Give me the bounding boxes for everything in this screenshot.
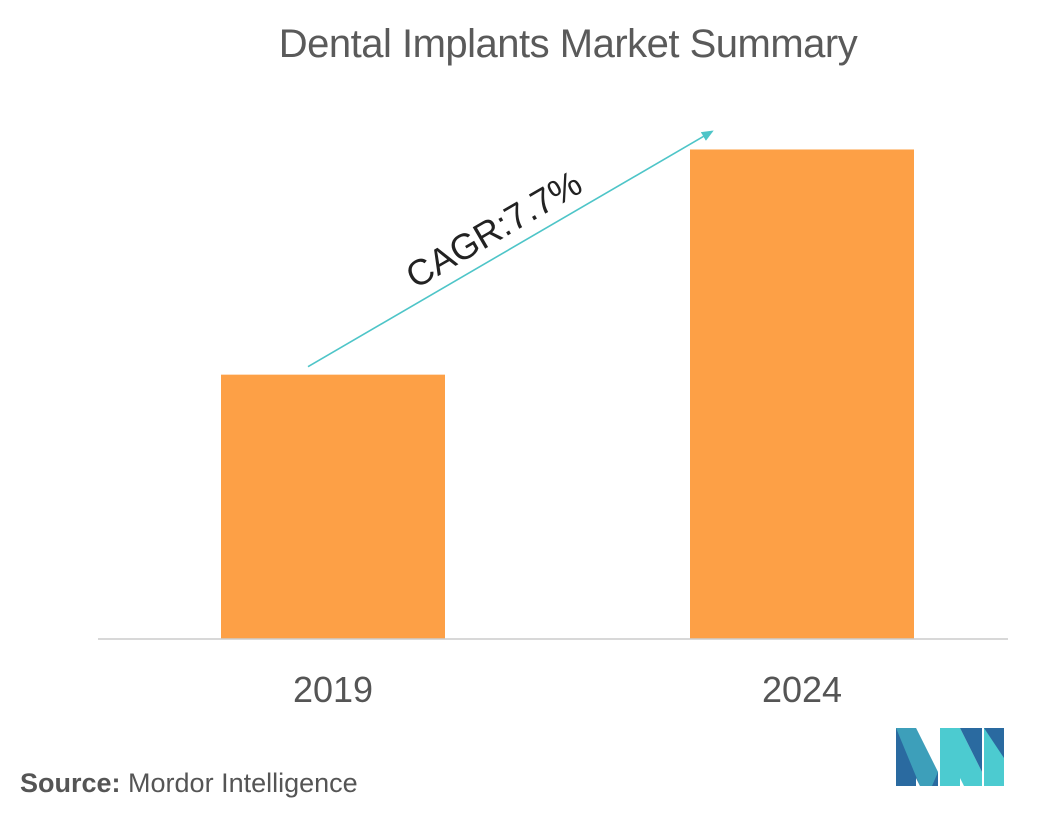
cagr-arrow xyxy=(307,130,714,368)
chart-title: Dental Implants Market Summary xyxy=(278,22,858,66)
source-line: Source: Mordor Intelligence xyxy=(20,768,358,799)
source-label: Source: xyxy=(20,768,121,798)
bar-2024 xyxy=(690,149,914,639)
x-tick-label-2024: 2024 xyxy=(762,669,842,710)
bar-2019 xyxy=(221,374,445,639)
mordor-intelligence-logo-icon xyxy=(896,728,1004,786)
bar-chart: 2019 2024 CAGR:7.7% xyxy=(98,130,1008,710)
source-value: Mordor Intelligence xyxy=(128,768,358,798)
cagr-label: CAGR:7.7% xyxy=(399,162,589,296)
x-tick-label-2019: 2019 xyxy=(293,669,373,710)
